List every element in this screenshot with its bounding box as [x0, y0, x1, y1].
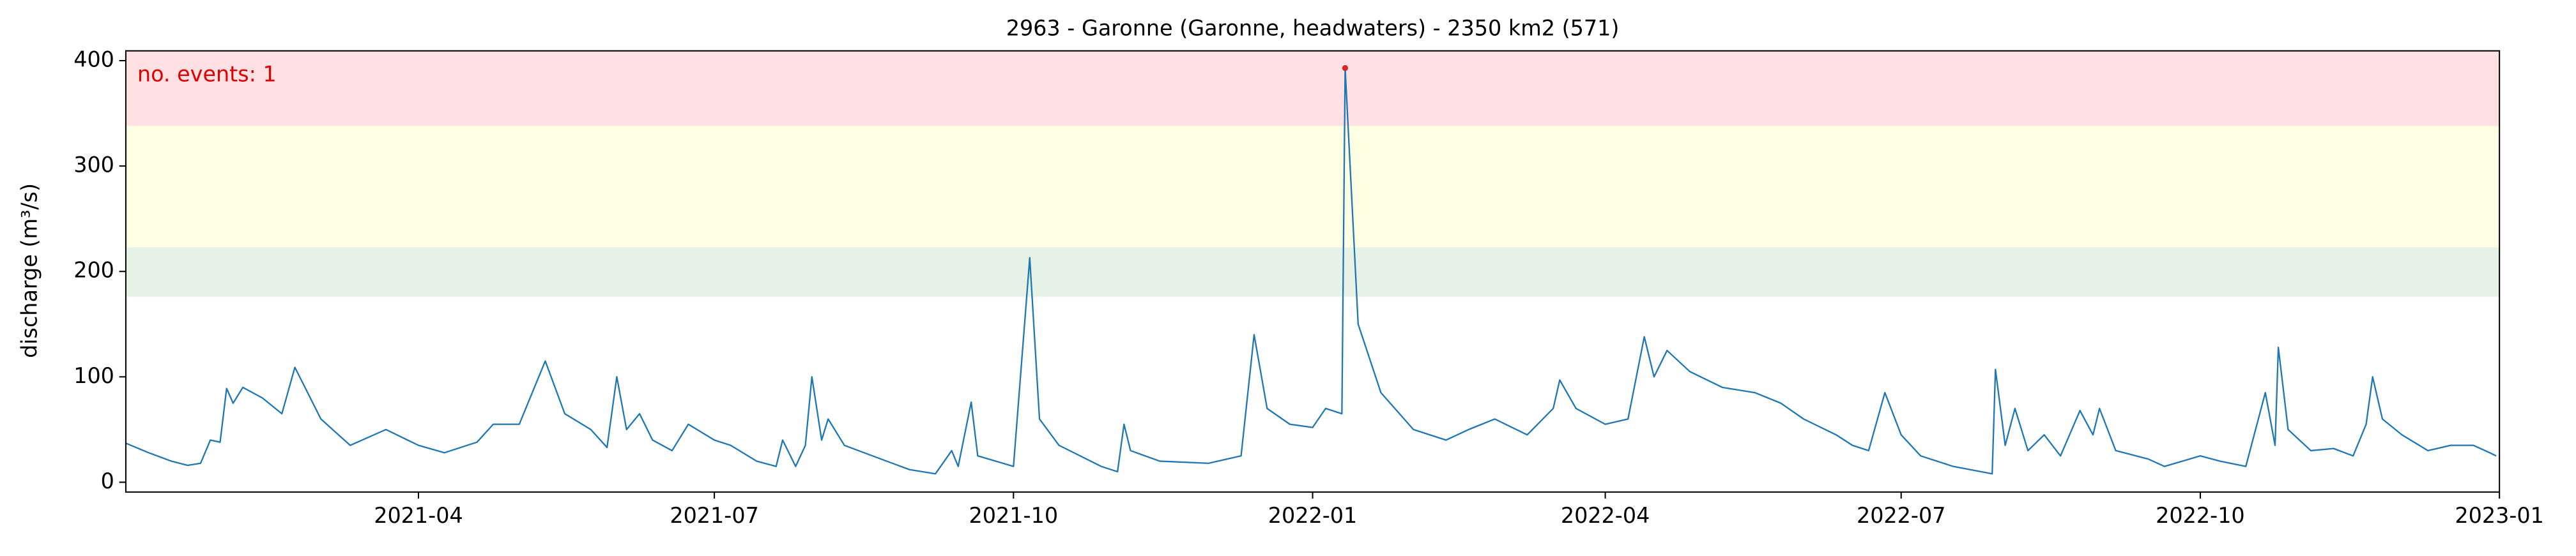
x-tick-label: 2021-07	[670, 503, 759, 528]
plot-frame	[125, 50, 2501, 493]
y-tick-label: 0	[101, 469, 114, 493]
discharge-line	[125, 67, 2497, 475]
events-annotation: no. events: 1	[137, 62, 277, 87]
y-tick-label: 400	[73, 47, 114, 72]
threshold-band	[125, 50, 2500, 126]
x-tick-label: 2022-07	[1857, 503, 1946, 528]
x-tick-label: 2023-01	[2455, 503, 2544, 528]
x-tick-label: 2021-10	[969, 503, 1059, 528]
chart-title: 2963 - Garonne (Garonne, headwaters) - 2…	[1006, 16, 1620, 41]
y-axis-label: discharge (m³/s)	[17, 183, 42, 358]
event-point	[1342, 64, 1349, 71]
x-tick-label: 2021-04	[374, 503, 463, 528]
x-tick-label: 2022-10	[2156, 503, 2245, 528]
y-tick-label: 100	[73, 363, 114, 388]
y-tick-label: 300	[73, 153, 114, 177]
x-tick-label: 2022-04	[1561, 503, 1650, 528]
y-tick-label: 200	[73, 258, 114, 283]
threshold-band	[125, 247, 2500, 297]
threshold-band	[125, 126, 2500, 248]
x-tick-label: 2022-01	[1268, 503, 1358, 528]
